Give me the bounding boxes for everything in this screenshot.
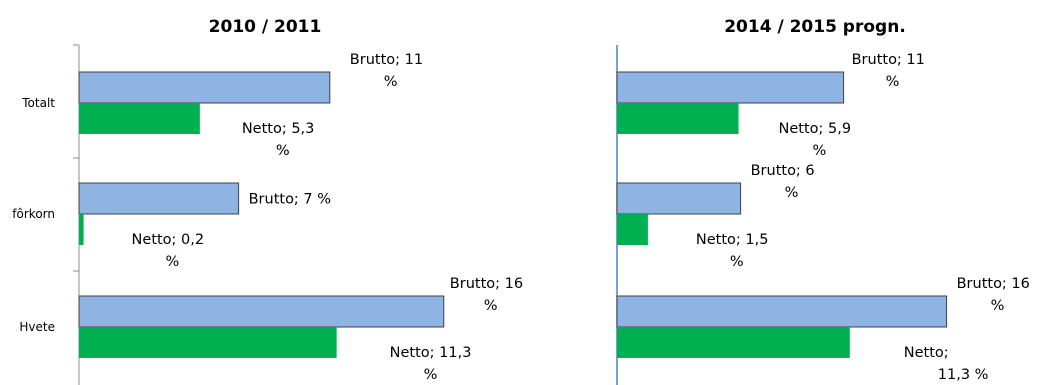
netto-bar (617, 103, 739, 134)
netto-data-label: Netto; 1,5% (696, 232, 769, 270)
brutto-bar (616, 295, 948, 328)
data-label-line: % (276, 143, 290, 159)
brutto-bar (78, 71, 331, 104)
category-label: fôrkorn (12, 207, 55, 221)
right-chart: 2014 / 2015 progn. Brutto; 11 %Netto; 5,9… (616, 17, 1030, 385)
data-label-line: % (730, 254, 744, 270)
right-chart-title: 2014 / 2015 progn. (724, 17, 906, 37)
data-label-line: % (886, 74, 900, 90)
netto-data-label: Netto; 5,9% (779, 121, 852, 159)
data-label-line: Netto; 0,2 (132, 232, 205, 248)
brutto-data-label: Brutto; 11% (350, 52, 423, 90)
left-chart-title: 2010 / 2011 (209, 17, 322, 37)
brutto-bar (78, 182, 240, 215)
netto-bar (617, 327, 850, 358)
brutto-data-label: Brutto; 6% (751, 163, 815, 201)
data-label-line: Netto; 5,9 (779, 121, 852, 137)
netto-data-label: Netto; 5,3% (242, 121, 315, 159)
data-label-line: % (991, 298, 1005, 314)
data-label-line: Netto; 11,3 (390, 345, 472, 361)
brutto-bar (78, 295, 445, 328)
brutto-data-label: Brutto; 7 % (249, 192, 331, 208)
data-label-line: Brutto; 7 % (249, 192, 331, 208)
data-label-line: Brutto; 16 (957, 276, 1030, 292)
brutto-data-label: Brutto; 16% (450, 276, 523, 314)
netto-data-label: Netto; 11,3 % (904, 345, 989, 383)
data-label-line: % (484, 298, 498, 314)
brutto-bar (616, 182, 742, 215)
netto-data-label: Netto; 0,2% (132, 232, 205, 270)
data-label-line: Brutto; 11 (350, 52, 423, 68)
category-label: Totalt (21, 96, 55, 110)
netto-bar (79, 214, 84, 245)
data-label-line: % (384, 74, 398, 90)
data-label-line: 11,3 % (938, 367, 989, 383)
data-label-line: Brutto; 6 (751, 163, 815, 179)
data-label-line: Netto; (904, 345, 949, 361)
netto-data-label: Netto; 11,3% (390, 345, 472, 383)
netto-bar (79, 327, 337, 358)
data-label-line: % (813, 143, 827, 159)
data-label-line: % (785, 185, 799, 201)
data-label-line: Brutto; 11 (852, 52, 925, 68)
data-label-line: % (166, 254, 180, 270)
brutto-bar (616, 71, 845, 104)
brutto-data-label: Brutto; 11% (852, 52, 925, 90)
data-label-line: Netto; 5,3 (242, 121, 315, 137)
category-label: Hvete (19, 320, 55, 334)
data-label-line: % (424, 367, 438, 383)
data-label-line: Brutto; 16 (450, 276, 523, 292)
netto-bar (617, 214, 648, 245)
data-label-line: Netto; 1,5 (696, 232, 769, 248)
brutto-data-label: Brutto; 16% (957, 276, 1030, 314)
netto-bar (79, 103, 200, 134)
